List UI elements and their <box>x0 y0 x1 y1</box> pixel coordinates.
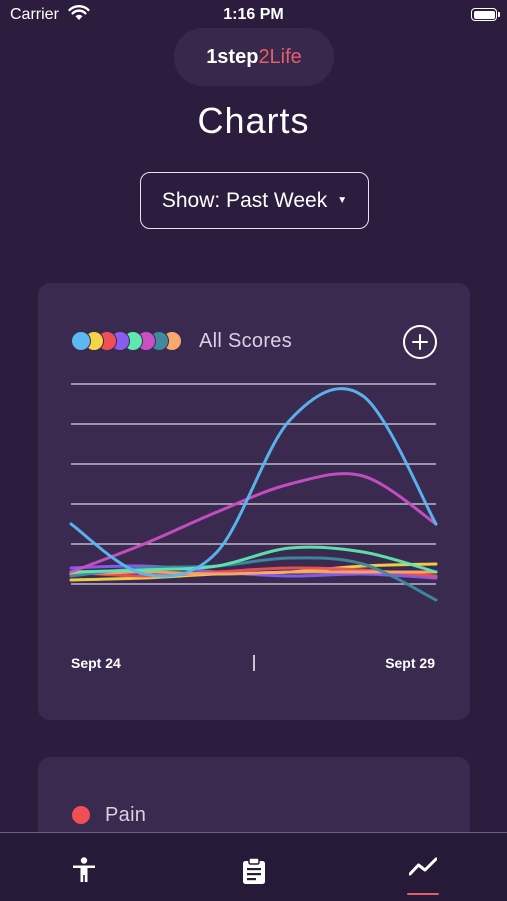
status-time: 1:16 PM <box>223 6 284 23</box>
x-axis-end-label: Sept 29 <box>385 655 435 671</box>
clipboard-icon <box>243 857 265 884</box>
series-dot <box>98 332 116 350</box>
series-dot <box>150 332 168 350</box>
series-line <box>69 566 438 578</box>
logo-text-primary: 1step <box>206 46 259 68</box>
battery-icon <box>471 8 500 21</box>
wifi-icon <box>68 5 90 26</box>
all-scores-card: All Scores Sept 24 Sept 29 <box>38 283 470 720</box>
period-dropdown[interactable]: Show: Past Week ▼ <box>140 172 369 229</box>
carrier-label: Carrier <box>10 6 59 23</box>
tab-charts[interactable] <box>373 833 473 901</box>
series-line <box>69 556 438 602</box>
tab-bar <box>0 832 507 901</box>
series-line <box>69 387 438 578</box>
person-icon <box>73 857 95 882</box>
series-dot <box>137 332 155 350</box>
add-chart-button[interactable] <box>403 325 437 359</box>
x-axis-start-label: Sept 24 <box>71 655 121 671</box>
period-dropdown-label: Show: Past Week <box>161 188 328 212</box>
status-bar: Carrier 1:16 PM <box>0 0 507 30</box>
app-logo: 1step2Life <box>174 28 334 86</box>
logo-text-accent: 2Life <box>258 46 302 68</box>
pain-color-dot <box>72 806 90 824</box>
series-dot <box>163 332 181 350</box>
series-color-dots <box>72 332 192 350</box>
scores-chart <box>69 383 438 602</box>
series-line <box>69 545 438 574</box>
x-axis-divider <box>253 655 255 671</box>
tab-log[interactable] <box>204 833 304 901</box>
pain-card-title: Pain <box>105 804 147 826</box>
caret-down-icon: ▼ <box>337 195 348 206</box>
series-line <box>69 472 438 574</box>
active-tab-indicator <box>407 893 439 895</box>
trend-line-icon <box>409 857 437 876</box>
tab-body[interactable] <box>34 833 134 901</box>
page-title: Charts <box>197 100 310 141</box>
card-title: All Scores <box>199 330 293 352</box>
series-dot <box>111 332 129 350</box>
series-dot <box>124 332 142 350</box>
series-dot <box>72 332 90 350</box>
series-dot <box>85 332 103 350</box>
